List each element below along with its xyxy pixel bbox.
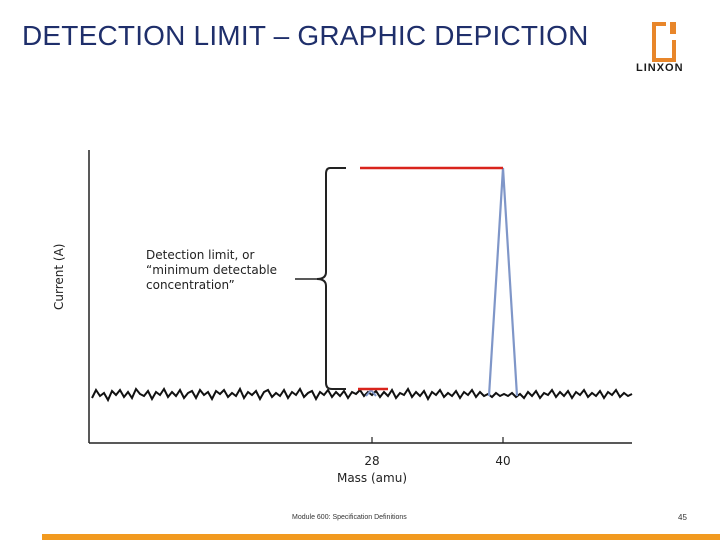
footer-module-text: Module 600: Specification Definitions xyxy=(292,514,407,521)
x-tick-label-28: 28 xyxy=(364,454,380,468)
signal-peak-40 xyxy=(487,167,519,397)
linxon-logo-icon xyxy=(652,22,676,62)
noise-baseline xyxy=(91,386,633,403)
bottom-accent-bar xyxy=(42,534,720,540)
slide-title: DETECTION LIMIT – GRAPHIC DEPICTION xyxy=(22,20,589,51)
detection-limit-annotation: Detection limit, or “minimum detectable … xyxy=(146,248,278,292)
logo-wordmark: LINXON xyxy=(636,62,684,74)
page-number: 45 xyxy=(678,513,687,522)
detection-limit-brace xyxy=(316,167,346,390)
x-axis-label: Mass (amu) xyxy=(336,471,408,485)
x-tick-label-40: 40 xyxy=(495,454,511,468)
